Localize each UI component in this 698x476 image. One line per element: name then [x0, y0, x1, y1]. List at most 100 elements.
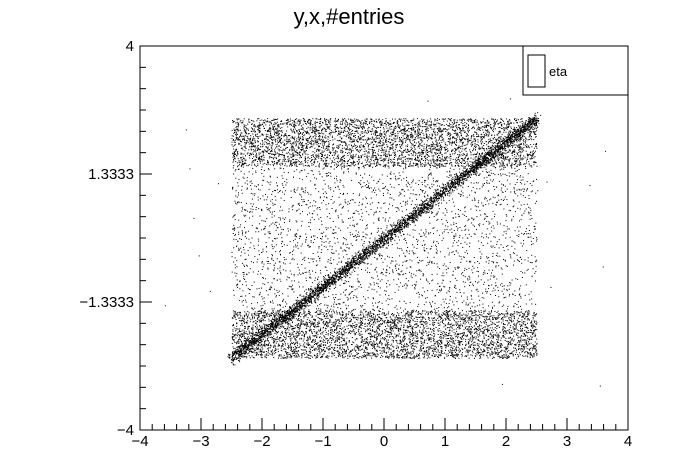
scatter-point	[419, 133, 420, 135]
scatter-point	[530, 122, 532, 124]
scatter-point	[464, 138, 466, 140]
scatter-point	[286, 119, 288, 121]
scatter-point	[316, 122, 318, 123]
scatter-point	[305, 160, 307, 162]
scatter-point	[452, 123, 454, 125]
scatter-point	[476, 348, 478, 349]
scatter-point	[503, 350, 505, 352]
scatter-point	[530, 165, 532, 167]
scatter-point	[265, 120, 267, 122]
scatter-point	[257, 149, 259, 151]
scatter-point	[390, 161, 392, 163]
scatter-point	[373, 124, 375, 126]
scatter-point	[501, 155, 503, 157]
scatter-point	[376, 164, 378, 166]
scatter-point	[440, 149, 442, 151]
scatter-point	[318, 349, 320, 351]
scatter-point	[502, 152, 504, 154]
scatter-point	[474, 138, 476, 140]
scatter-point	[328, 146, 329, 147]
scatter-point	[422, 318, 423, 320]
scatter-point	[455, 165, 456, 166]
scatter-point	[268, 157, 270, 159]
scatter-point	[390, 126, 392, 127]
scatter-point	[490, 140, 492, 141]
scatter-point	[258, 158, 260, 159]
scatter-point	[348, 144, 350, 146]
scatter-point	[287, 119, 289, 121]
scatter-point	[274, 154, 276, 156]
scatter-point	[491, 145, 493, 147]
scatter-point	[234, 153, 236, 155]
scatter-point	[458, 150, 460, 152]
scatter-point	[477, 136, 479, 138]
scatter-point	[314, 132, 316, 134]
scatter-point	[452, 137, 454, 139]
scatter-point	[265, 124, 267, 126]
scatter-point	[399, 119, 401, 121]
scatter-point	[263, 156, 265, 158]
scatter-point	[506, 348, 508, 350]
scatter-point	[395, 138, 397, 140]
scatter-point	[341, 150, 343, 152]
scatter-point	[457, 147, 459, 149]
scatter-point	[441, 149, 443, 151]
scatter-point	[286, 135, 288, 137]
scatter-point	[496, 154, 498, 156]
scatter-point	[453, 312, 455, 314]
scatter-point	[338, 156, 340, 158]
scatter-point	[256, 120, 258, 122]
scatter-point	[496, 134, 498, 136]
scatter-point	[419, 126, 421, 127]
scatter-point	[353, 165, 355, 167]
scatter-point	[447, 150, 449, 152]
scatter-point	[317, 347, 319, 349]
scatter-point	[319, 127, 321, 129]
scatter-point	[430, 149, 431, 151]
scatter-point	[355, 130, 357, 132]
scatter-point	[382, 159, 384, 161]
scatter-point	[460, 158, 462, 160]
scatter-point	[455, 140, 457, 142]
scatter-point	[505, 150, 507, 152]
scatter-point	[278, 133, 280, 134]
scatter-point	[286, 161, 288, 163]
scatter-point	[372, 163, 374, 165]
scatter-point	[383, 150, 385, 152]
scatter-point	[393, 355, 395, 357]
scatter-point	[289, 124, 291, 126]
scatter-point	[390, 124, 392, 126]
scatter-point	[355, 144, 357, 146]
scatter-point	[334, 162, 336, 163]
scatter-point	[449, 119, 451, 121]
scatter-point	[347, 147, 349, 149]
scatter-point	[258, 122, 260, 124]
scatter-point	[411, 158, 413, 160]
scatter-point	[392, 145, 394, 147]
scatter-point	[474, 143, 476, 145]
scatter-point	[477, 127, 479, 129]
scatter-point	[254, 138, 256, 140]
scatter-point	[418, 157, 419, 159]
scatter-point	[401, 163, 403, 164]
scatter-point	[328, 141, 330, 143]
scatter-point	[508, 119, 510, 121]
scatter-point	[378, 145, 380, 147]
scatter-point	[446, 149, 448, 150]
scatter-point	[437, 139, 439, 141]
scatter-point	[468, 357, 470, 359]
scatter-point	[329, 151, 331, 153]
scatter-point	[414, 345, 416, 347]
scatter-point	[486, 134, 488, 136]
scatter-point	[482, 315, 484, 317]
scatter-point	[514, 139, 516, 141]
scatter-point	[248, 138, 250, 140]
scatter-point	[364, 164, 366, 166]
scatter-point	[291, 150, 293, 152]
scatter-point	[473, 138, 475, 140]
scatter-point	[326, 157, 327, 159]
scatter-point	[444, 148, 446, 150]
scatter-point	[336, 120, 337, 122]
scatter-point	[360, 137, 362, 139]
scatter-point	[294, 120, 296, 122]
